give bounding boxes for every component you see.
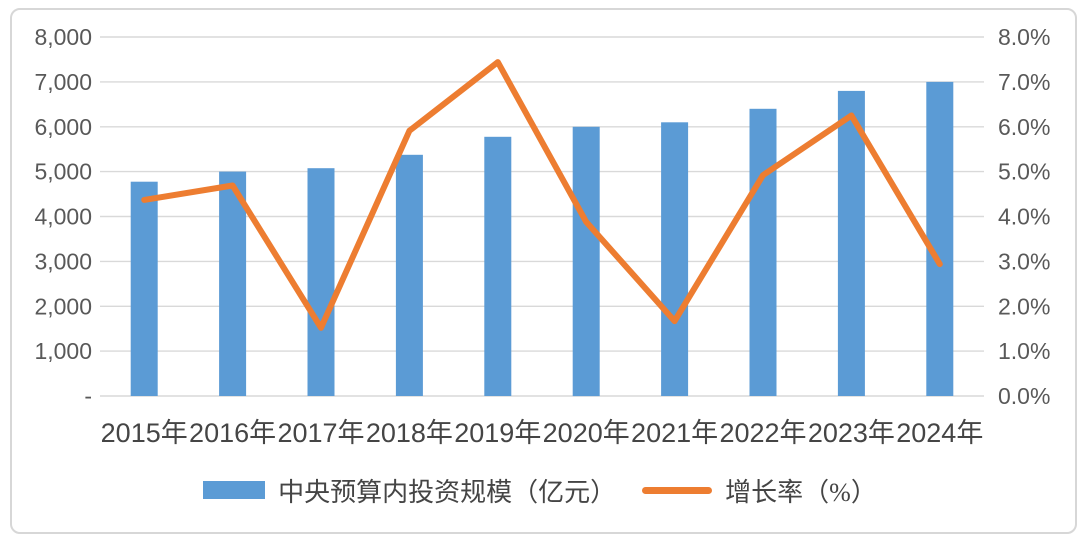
right-axis-tick-label: 2.0% — [998, 293, 1050, 319]
growth-rate-line — [141, 59, 943, 331]
x-axis-label: 2021年 — [631, 418, 718, 448]
x-axis-label: 2024年 — [896, 418, 983, 448]
right-axis-tick-label: 4.0% — [998, 204, 1050, 230]
left-axis-tick-label: 4,000 — [34, 204, 92, 230]
chart-legend: 中央预算内投资规模（亿元） 增长率（%） — [0, 472, 1080, 508]
bar — [219, 171, 247, 396]
left-axis-tick-label: 6,000 — [34, 114, 92, 140]
bar — [572, 126, 600, 397]
x-axis-label: 2019年 — [454, 418, 541, 448]
bar-series-swatch-icon — [203, 481, 266, 499]
combo-chart-plot: 8,000 8.0% 7,000 7.0% 6,000 6.0% 5,000 5.0% 4,00… — [34, 24, 1050, 448]
bar — [395, 154, 423, 396]
legend-item-growth-rate: 增长率（%） — [642, 472, 877, 509]
line-series-swatch-icon — [642, 486, 713, 494]
right-axis-tick-label: 0.0% — [998, 383, 1050, 409]
x-axis-label: 2016年 — [189, 418, 276, 448]
x-axis-label: 2018年 — [366, 418, 453, 448]
bar — [661, 122, 689, 397]
bar-series-label: 中央预算内投资规模（亿元） — [278, 477, 617, 507]
bar — [484, 136, 512, 397]
bar — [130, 181, 158, 396]
bar — [749, 108, 777, 397]
left-axis-tick-label: 7,000 — [34, 69, 92, 95]
left-axis-tick-label: 5,000 — [34, 159, 92, 185]
left-axis-tick-label: 8,000 — [34, 24, 92, 50]
right-axis-tick-label: 6.0% — [998, 114, 1050, 140]
x-axis-label: 2022年 — [719, 418, 806, 448]
x-axis-label: 2023年 — [808, 418, 895, 448]
legend-item-investment: 中央预算内投资规模（亿元） — [203, 472, 616, 509]
right-axis-tick-label: 3.0% — [998, 248, 1050, 274]
right-axis-tick-label: 8.0% — [998, 24, 1050, 50]
left-axis-tick-label: 2,000 — [34, 293, 92, 319]
x-axis-label: 2015年 — [101, 418, 188, 448]
left-axis-tick-label: 3,000 — [34, 248, 92, 274]
bar — [926, 81, 954, 397]
bar — [307, 168, 335, 396]
right-axis-tick-label: 5.0% — [998, 159, 1050, 185]
right-axis-tick-label: 1.0% — [998, 338, 1050, 364]
x-axis-label: 2017年 — [277, 418, 364, 448]
right-axis-tick-label: 7.0% — [998, 69, 1050, 95]
left-axis-tick-label: 1,000 — [34, 338, 92, 364]
line-series-label: 增长率（%） — [725, 477, 877, 507]
x-axis-label: 2020年 — [543, 418, 630, 448]
bar — [837, 90, 865, 397]
left-axis-tick-label: - — [84, 383, 92, 409]
